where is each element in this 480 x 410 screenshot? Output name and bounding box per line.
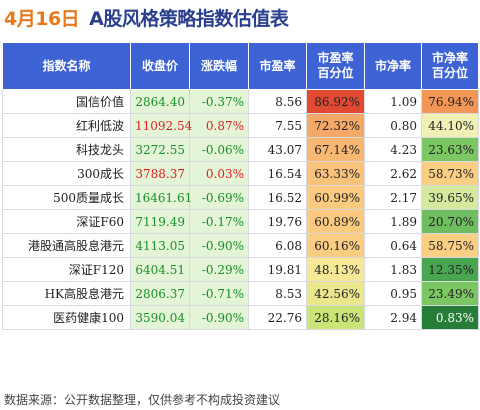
change-pct-cell: -0.37% [189,89,249,114]
pe-percentile-cell: 48.13% [306,257,365,282]
pe-percentile-cell: 60.89% [306,209,365,234]
pb-percentile-cell: 76.94% [421,89,479,114]
pe-percentile-cell: 72.32% [306,113,365,138]
change-pct-cell: -0.06% [189,137,249,162]
pb-percentile-cell: 39.65% [421,185,479,210]
change-pct-cell: 0.03% [189,161,249,186]
index-name-cell: HK高股息港元 [2,281,131,306]
pb-cell: 0.80 [364,113,422,138]
index-name-cell: 医药健康100 [2,305,131,330]
index-name-cell: 红利低波 [2,113,131,138]
index-name-cell: 300成长 [2,161,131,186]
pb-cell: 0.64 [364,233,422,258]
change-pct-cell: 0.87% [189,113,249,138]
pb-percentile-cell: 20.70% [421,209,479,234]
table-row: 科技龙头 3272.55 -0.06% 43.07 67.14% 4.23 23.63% [2,137,479,162]
change-pct-cell: -0.29% [189,257,249,282]
change-pct-cell: -0.71% [189,281,249,306]
col-header-change: 涨跌幅 [189,42,249,90]
pb-percentile-cell: 23.49% [421,281,479,306]
pe-percentile-cell: 28.16% [306,305,365,330]
index-name-cell: 深证F60 [2,209,131,234]
pb-percentile-cell: 58.73% [421,161,479,186]
pe-percentile-cell: 86.92% [306,89,365,114]
close-price-cell: 3788.37 [130,161,190,186]
pe-percentile-cell: 60.16% [306,233,365,258]
pe-cell: 8.53 [248,281,307,306]
close-price-cell: 4113.05 [130,233,190,258]
col-header-pe: 市盈率 [248,42,307,90]
change-pct-cell: -0.69% [189,185,249,210]
table-row: 500质量成长 16461.61 -0.69% 16.52 60.99% 2.17 39.6… [2,185,479,210]
change-pct-cell: -0.90% [189,233,249,258]
table-row: 医药健康100 3590.04 -0.90% 22.76 28.16% 2.94 0.83% [2,305,479,330]
col-header-pb-pct: 市净率 百分位 [421,42,479,90]
pe-cell: 22.76 [248,305,307,330]
title-bar: 4月16日 A股风格策略指数估值表 [0,0,480,34]
close-price-cell: 3590.04 [130,305,190,330]
pb-cell: 1.89 [364,209,422,234]
pe-cell: 7.55 [248,113,307,138]
page-title: A股风格策略指数估值表 [89,7,289,30]
table-body: 国信价值 2864.40 -0.37% 8.56 86.92% 1.09 76.94% 红利低… [2,89,479,330]
close-price-cell: 11092.54 [130,113,192,138]
pe-percentile-cell: 63.33% [306,161,365,186]
title-date: 4月16日 [4,7,80,30]
pe-cell: 16.52 [248,185,307,210]
pe-cell: 8.56 [248,89,307,114]
change-pct-cell: -0.90% [189,305,249,330]
source-note: 数据来源：公开数据整理，仅供参考不构成投资建议 [4,393,281,407]
close-price-cell: 6404.51 [130,257,190,282]
pb-percentile-cell: 12.35% [421,257,479,282]
pb-cell: 2.94 [364,305,422,330]
close-price-cell: 16461.61 [130,185,192,210]
pb-cell: 0.95 [364,281,422,306]
pb-percentile-cell: 58.75% [421,233,479,258]
pb-percentile-cell: 44.10% [421,113,479,138]
table-row: 红利低波 11092.54 0.87% 7.55 72.32% 0.80 44.10% [2,113,479,138]
col-header-pb: 市净率 [364,42,422,90]
table-header-row: 指数名称 收盘价 涨跌幅 市盈率 市盈率 百分位 市净率 市净率 百分位 [2,42,479,90]
pe-percentile-cell: 60.99% [306,185,365,210]
col-header-close: 收盘价 [130,42,190,90]
pb-cell: 1.09 [364,89,422,114]
table-row: 300成长 3788.37 0.03% 16.54 63.33% 2.62 58.73% [2,161,479,186]
index-name-cell: 国信价值 [2,89,131,114]
pe-cell: 16.54 [248,161,307,186]
col-header-name: 指数名称 [2,42,131,90]
table-row: 国信价值 2864.40 -0.37% 8.56 86.92% 1.09 76.94% [2,89,479,114]
col-header-pe-pct: 市盈率 百分位 [306,42,365,90]
pe-cell: 19.81 [248,257,307,282]
table-row: 港股通高股息港元 4113.05 -0.90% 6.08 60.16% 0.64 58.75… [2,233,479,258]
change-pct-cell: -0.17% [189,209,249,234]
close-price-cell: 2806.37 [130,281,190,306]
pe-cell: 6.08 [248,233,307,258]
pe-percentile-cell: 67.14% [306,137,365,162]
pe-cell: 19.76 [248,209,307,234]
pb-cell: 2.17 [364,185,422,210]
pb-cell: 2.62 [364,161,422,186]
pe-percentile-cell: 42.56% [306,281,365,306]
table-row: 深证F120 6404.51 -0.29% 19.81 48.13% 1.83 12.35% [2,257,479,282]
pb-percentile-cell: 0.83% [421,305,479,330]
index-name-cell: 港股通高股息港元 [2,233,131,258]
pb-percentile-cell: 23.63% [421,137,479,162]
pb-cell: 1.83 [364,257,422,282]
pe-cell: 43.07 [248,137,307,162]
table-row: HK高股息港元 2806.37 -0.71% 8.53 42.56% 0.95 23.49% [2,281,479,306]
pb-cell: 4.23 [364,137,422,162]
close-price-cell: 2864.40 [130,89,190,114]
close-price-cell: 3272.55 [130,137,190,162]
index-name-cell: 500质量成长 [2,185,131,210]
table-row: 深证F60 7119.49 -0.17% 19.76 60.89% 1.89 20.70% [2,209,479,234]
close-price-cell: 7119.49 [130,209,190,234]
valuation-table: 指数名称 收盘价 涨跌幅 市盈率 市盈率 百分位 市净率 市净率 百分位 国信价值 2864.… [2,42,479,330]
index-name-cell: 科技龙头 [2,137,131,162]
index-name-cell: 深证F120 [2,257,131,282]
